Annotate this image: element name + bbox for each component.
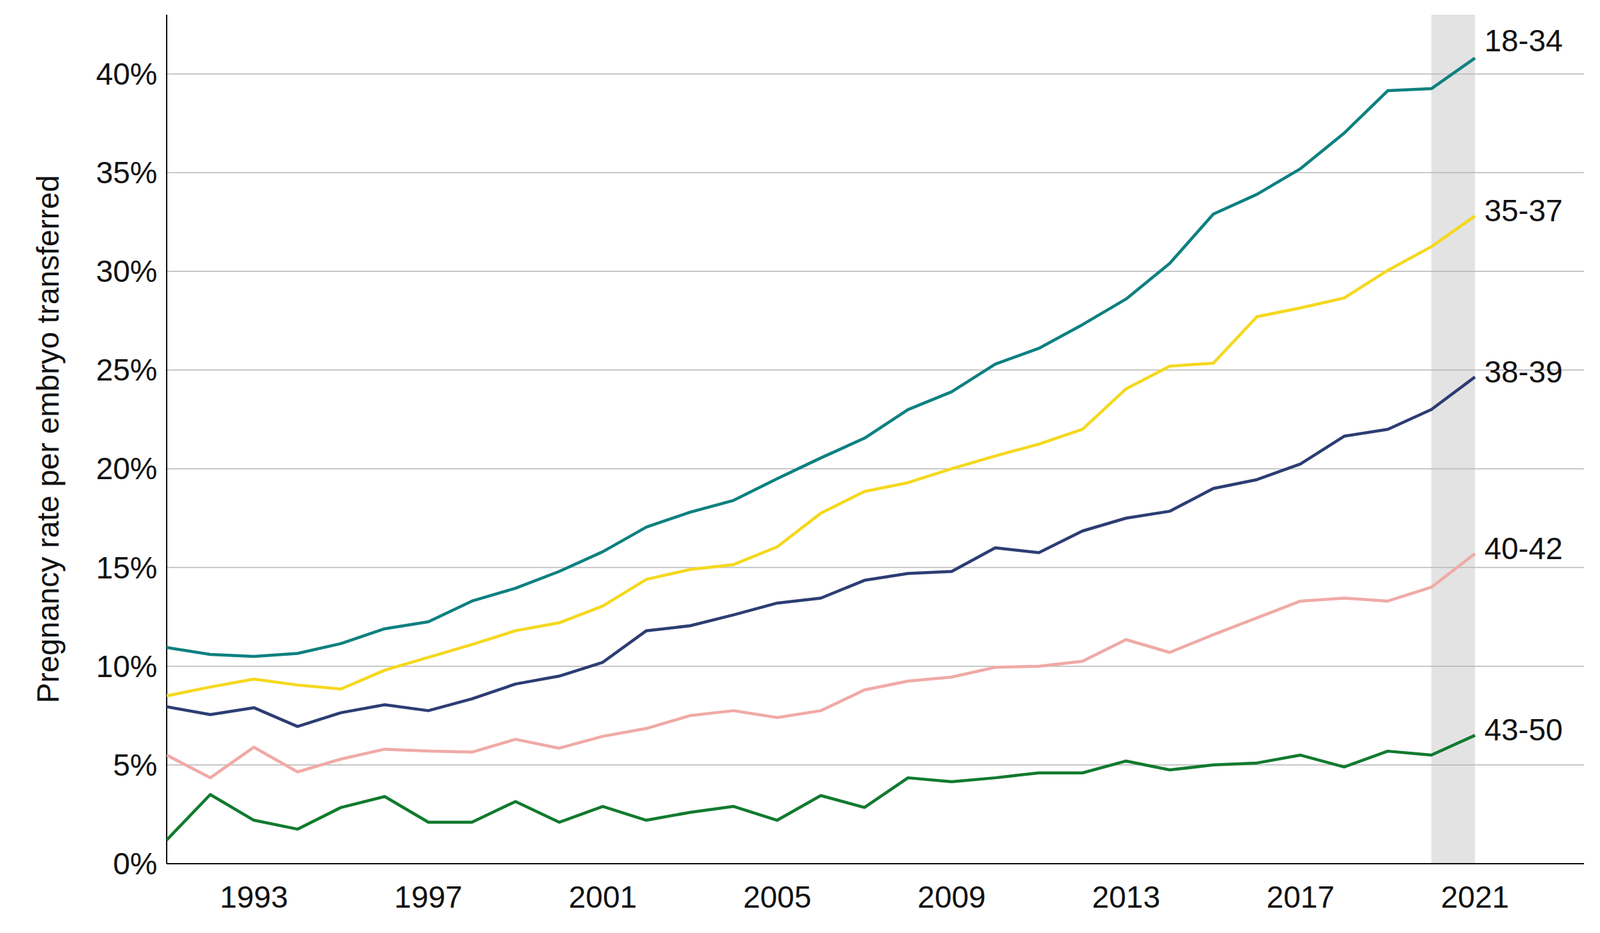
y-axis-title: Pregnancy rate per embryo transferred <box>30 175 66 704</box>
x-tick-label: 2005 <box>743 880 812 915</box>
series-label: 18-34 <box>1484 23 1563 58</box>
x-tick-label: 2017 <box>1266 880 1335 915</box>
y-tick-label: 10% <box>96 649 158 684</box>
grid-line <box>166 270 1584 272</box>
grid-line <box>166 863 1584 865</box>
series-line <box>166 735 1475 840</box>
series-line <box>166 377 1475 727</box>
y-tick-label: 0% <box>113 846 158 882</box>
grid-line <box>166 370 1584 372</box>
series-label: 43-50 <box>1484 712 1563 748</box>
series-label: 38-39 <box>1484 354 1563 390</box>
series-line <box>166 58 1475 657</box>
grid-line <box>166 666 1584 668</box>
x-tick-label: 1993 <box>220 880 288 915</box>
x-tick-label: 2009 <box>917 880 986 915</box>
series-labels: 18-34 35-37 38-39 40-42 43-50 <box>1484 23 1563 748</box>
y-tick-label: 40% <box>96 56 158 92</box>
grid-line <box>166 172 1584 174</box>
highlight-band <box>1431 14 1475 864</box>
y-tick-label: 35% <box>96 155 158 190</box>
grid-line <box>166 567 1584 569</box>
grid-line <box>166 764 1584 766</box>
x-tick-label: 1997 <box>394 880 462 915</box>
x-tick-label: 2013 <box>1092 880 1160 915</box>
y-tick-label: 25% <box>96 352 158 388</box>
x-tick-label: 2021 <box>1440 880 1509 915</box>
x-tick-label: 2001 <box>568 880 637 915</box>
series-line <box>166 554 1475 778</box>
series-label: 35-37 <box>1484 193 1563 228</box>
y-tick-label: 15% <box>96 550 158 586</box>
series-line <box>166 216 1475 696</box>
y-axis <box>166 14 168 864</box>
y-tick-label: 20% <box>96 451 158 486</box>
grid-line <box>166 73 1584 75</box>
grid-line <box>166 468 1584 470</box>
y-tick-label: 30% <box>96 254 158 289</box>
y-tick-label: 5% <box>113 748 158 783</box>
chart: 0% 5% 10% 15% 20% 25% 30% 35% 40% 1993 1997 2001 200… <box>0 0 1600 933</box>
series-group <box>166 58 1475 840</box>
series-label: 40-42 <box>1484 531 1563 566</box>
x-axis <box>166 863 1584 865</box>
